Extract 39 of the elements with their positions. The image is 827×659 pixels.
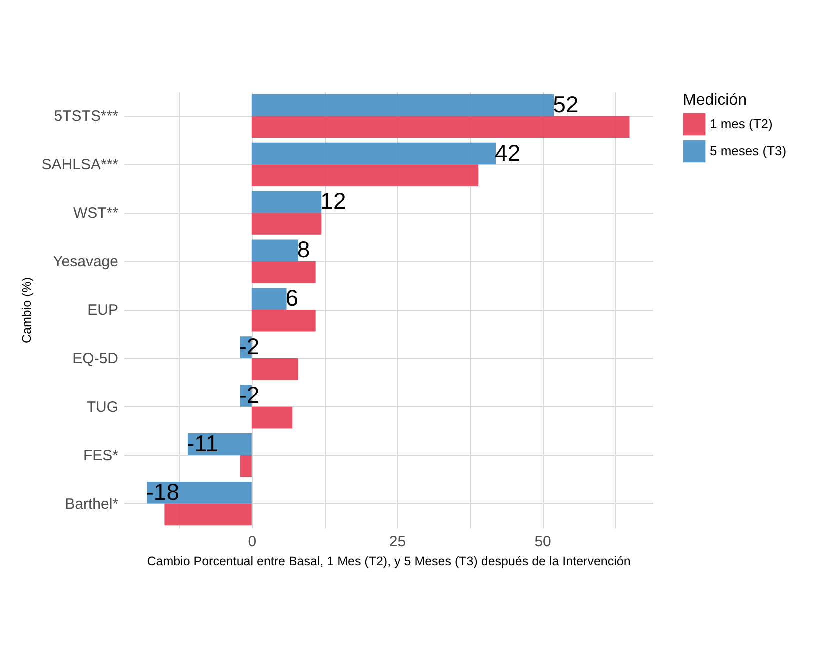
y-tick-label: EQ-5D (72, 350, 119, 368)
bar (252, 240, 298, 262)
y-tick-label: 5TSTS*** (54, 108, 119, 126)
bar (252, 358, 298, 380)
bar (252, 116, 630, 138)
data-label: -18 (146, 478, 180, 505)
x-tick-label: 50 (534, 534, 552, 550)
bar (164, 504, 252, 526)
legend-label: 5 meses (T3) (710, 144, 787, 158)
data-label: 8 (297, 236, 310, 263)
bar (252, 191, 322, 214)
y-tick-label: FES* (83, 447, 119, 464)
bar (240, 455, 252, 478)
y-tick-label: SAHLSA*** (42, 156, 119, 174)
bar (252, 310, 316, 332)
bar (252, 288, 287, 310)
bar (252, 262, 316, 284)
data-label: -11 (186, 430, 218, 456)
legend-title: Medición (683, 92, 748, 109)
bar (252, 406, 293, 429)
legend-label: 1 mes (T2) (710, 116, 773, 132)
bar (252, 213, 322, 235)
data-label: 6 (286, 285, 299, 312)
bar (188, 434, 252, 456)
y-tick-label: Barthel* (65, 496, 119, 513)
data-label: 12 (320, 188, 346, 214)
y-tick-label: Yesavage (53, 254, 118, 271)
x-tick-label: 0 (248, 534, 257, 550)
x-axis-title: Cambio Porcentual entre Basal, 1 Mes (T2), y 5 Meses (T3) después de la Intervención (147, 554, 631, 568)
y-tick-label: TUG (86, 398, 118, 416)
y-axis-title: Cambio (%) (20, 278, 34, 344)
y-tick-label: EUP (88, 302, 118, 319)
bar (252, 142, 496, 165)
bar (252, 164, 479, 186)
y-tick-label: WST** (74, 205, 119, 222)
bar (147, 482, 252, 504)
data-label: 52 (553, 91, 579, 118)
bar (252, 94, 554, 116)
x-tick-label: 25 (389, 534, 406, 550)
